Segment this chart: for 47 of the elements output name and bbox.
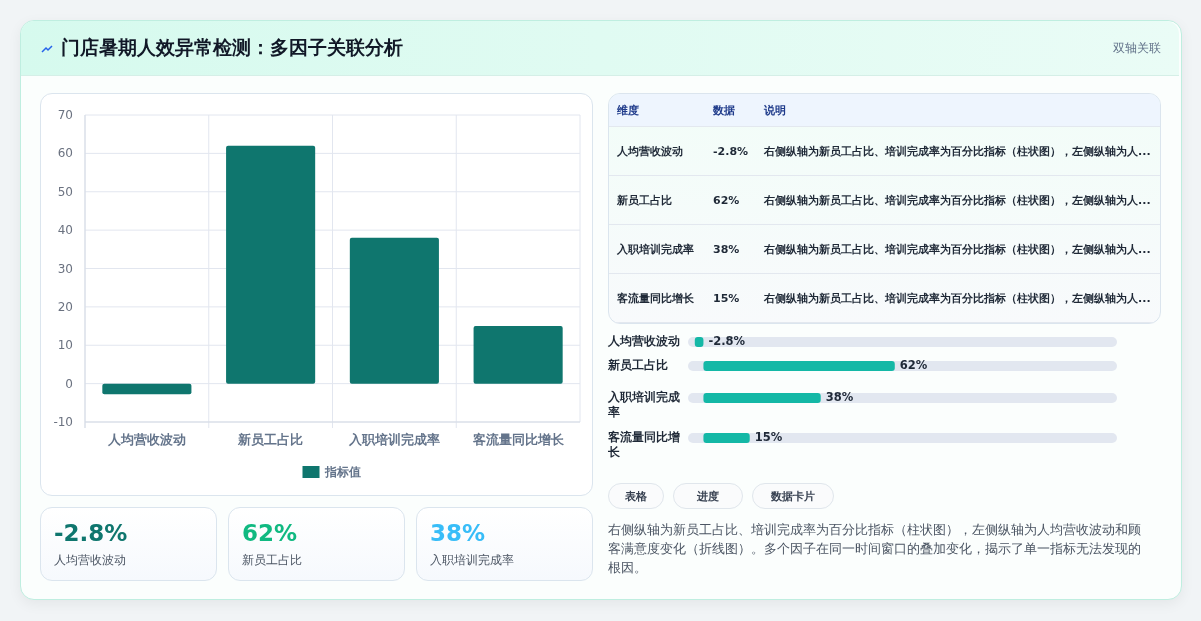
text: 62% [242, 520, 298, 546]
text: 维度 [609, 94, 705, 127]
text: 38% [430, 520, 486, 546]
y-tick-label: 入职培训完成率 [608, 390, 681, 420]
x-tick-label: 人均营收波动 [106, 432, 186, 447]
y-tick-label: 50 [57, 184, 73, 199]
text: 说明 [756, 94, 1160, 127]
text: 进度 [673, 483, 743, 509]
text: 右侧纵轴为新员工占比、培训完成率为百分比指标（柱状图），左侧纵轴为人... [756, 126, 1160, 176]
text: 右侧纵轴为新员工占比、培训完成率为百分比指标（柱状图），左侧纵轴为人... [756, 273, 1160, 323]
y-tick-label: 20 [57, 299, 73, 314]
bar [349, 237, 439, 384]
text: 数据卡片 [752, 483, 834, 509]
category-label: 入职培训完成率 [430, 553, 515, 569]
y-tick-label: 10 [57, 338, 73, 353]
text: 右侧纵轴为新员工占比、培训完成率为百分比指标（柱状图），左侧纵轴为人均营收波动和顾客满意度变化（折线图）。多个因子在同一时间窗口的叠加变化，揭示了单一指标无法发现的根因。 [608, 521, 1142, 577]
y-tick-label: 60 [57, 146, 73, 161]
x-tick-label: 新员工占比 [237, 432, 304, 447]
y-tick-label: 70 [57, 108, 73, 122]
legend-label: 指标值 [323, 465, 361, 479]
data-label: 38% [825, 390, 855, 406]
text: 38% [713, 242, 740, 256]
text: 表格 [608, 483, 664, 509]
text: 62% [713, 193, 740, 207]
data-label: 62% [899, 358, 929, 374]
bar [102, 383, 192, 395]
data-label: -2.8% [708, 334, 747, 350]
text: 双轴关联 [1112, 40, 1161, 57]
y-tick-label: 新员工占比 [608, 358, 669, 373]
text: 右侧纵轴为新员工占比、培训完成率为百分比指标（柱状图），左侧纵轴为人... [756, 175, 1160, 225]
data-label: 15% [754, 430, 784, 446]
y-tick-label: 40 [57, 223, 73, 238]
x-tick-label: 客流量同比增长 [471, 432, 565, 447]
bar [473, 326, 563, 384]
y-tick-label: 人均营收波动 [608, 334, 681, 349]
y-tick-label: 0 [65, 376, 73, 391]
text: 右侧纵轴为新员工占比、培训完成率为百分比指标（柱状图），左侧纵轴为人... [756, 224, 1160, 274]
text: -2.8% [713, 144, 749, 158]
text: -2.8% [54, 520, 128, 546]
x-tick-label: 入职培训完成率 [347, 432, 440, 447]
category-label: 新员工占比 [242, 553, 303, 569]
text: 15% [713, 291, 740, 305]
text: 数据 [705, 94, 757, 127]
text: 门店暑期人效异常检测：多因子关联分析 [61, 35, 404, 59]
y-tick-label: -10 [53, 415, 73, 429]
bar [226, 145, 316, 384]
y-tick-label: 30 [57, 261, 73, 276]
